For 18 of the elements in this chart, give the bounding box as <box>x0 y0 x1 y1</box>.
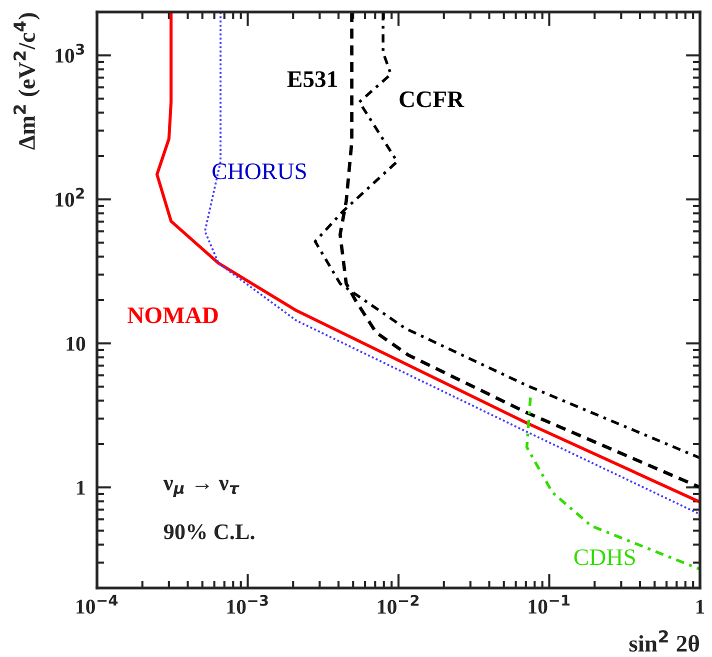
x-tick-label: 10$^{−2}$ <box>378 594 419 614</box>
y-tick-label: 10 <box>66 336 86 351</box>
x-tick-label: 10$^{−4}$ <box>76 594 118 614</box>
x-axis-title: sin$^{2}$ 2θ <box>629 630 699 652</box>
y-tick-label: 10$^{3}$ <box>56 44 84 63</box>
x-tick-label: 10$^{−1}$ <box>528 594 570 614</box>
annotation: ν$_{μ}$ → ν$_{τ}$ <box>163 480 240 497</box>
series-label: CHORUS <box>212 163 306 180</box>
x-tick-label: 10$^{−3}$ <box>227 594 268 614</box>
y-axis-title: Δm$^{2}$ (eV$^{2}$/c$^{4}$) <box>13 13 40 150</box>
series-label: CDHS <box>574 549 635 566</box>
y-tick-label: 10$^{2}$ <box>56 188 84 207</box>
series-label: CCFR <box>400 91 464 108</box>
series-label: E531 <box>287 71 337 88</box>
annotation: 90% C.L. <box>164 524 254 540</box>
x-tick-label: 1 <box>696 600 704 614</box>
y-tick-label: 1 <box>77 480 85 495</box>
series-label: NOMAD <box>128 307 218 324</box>
